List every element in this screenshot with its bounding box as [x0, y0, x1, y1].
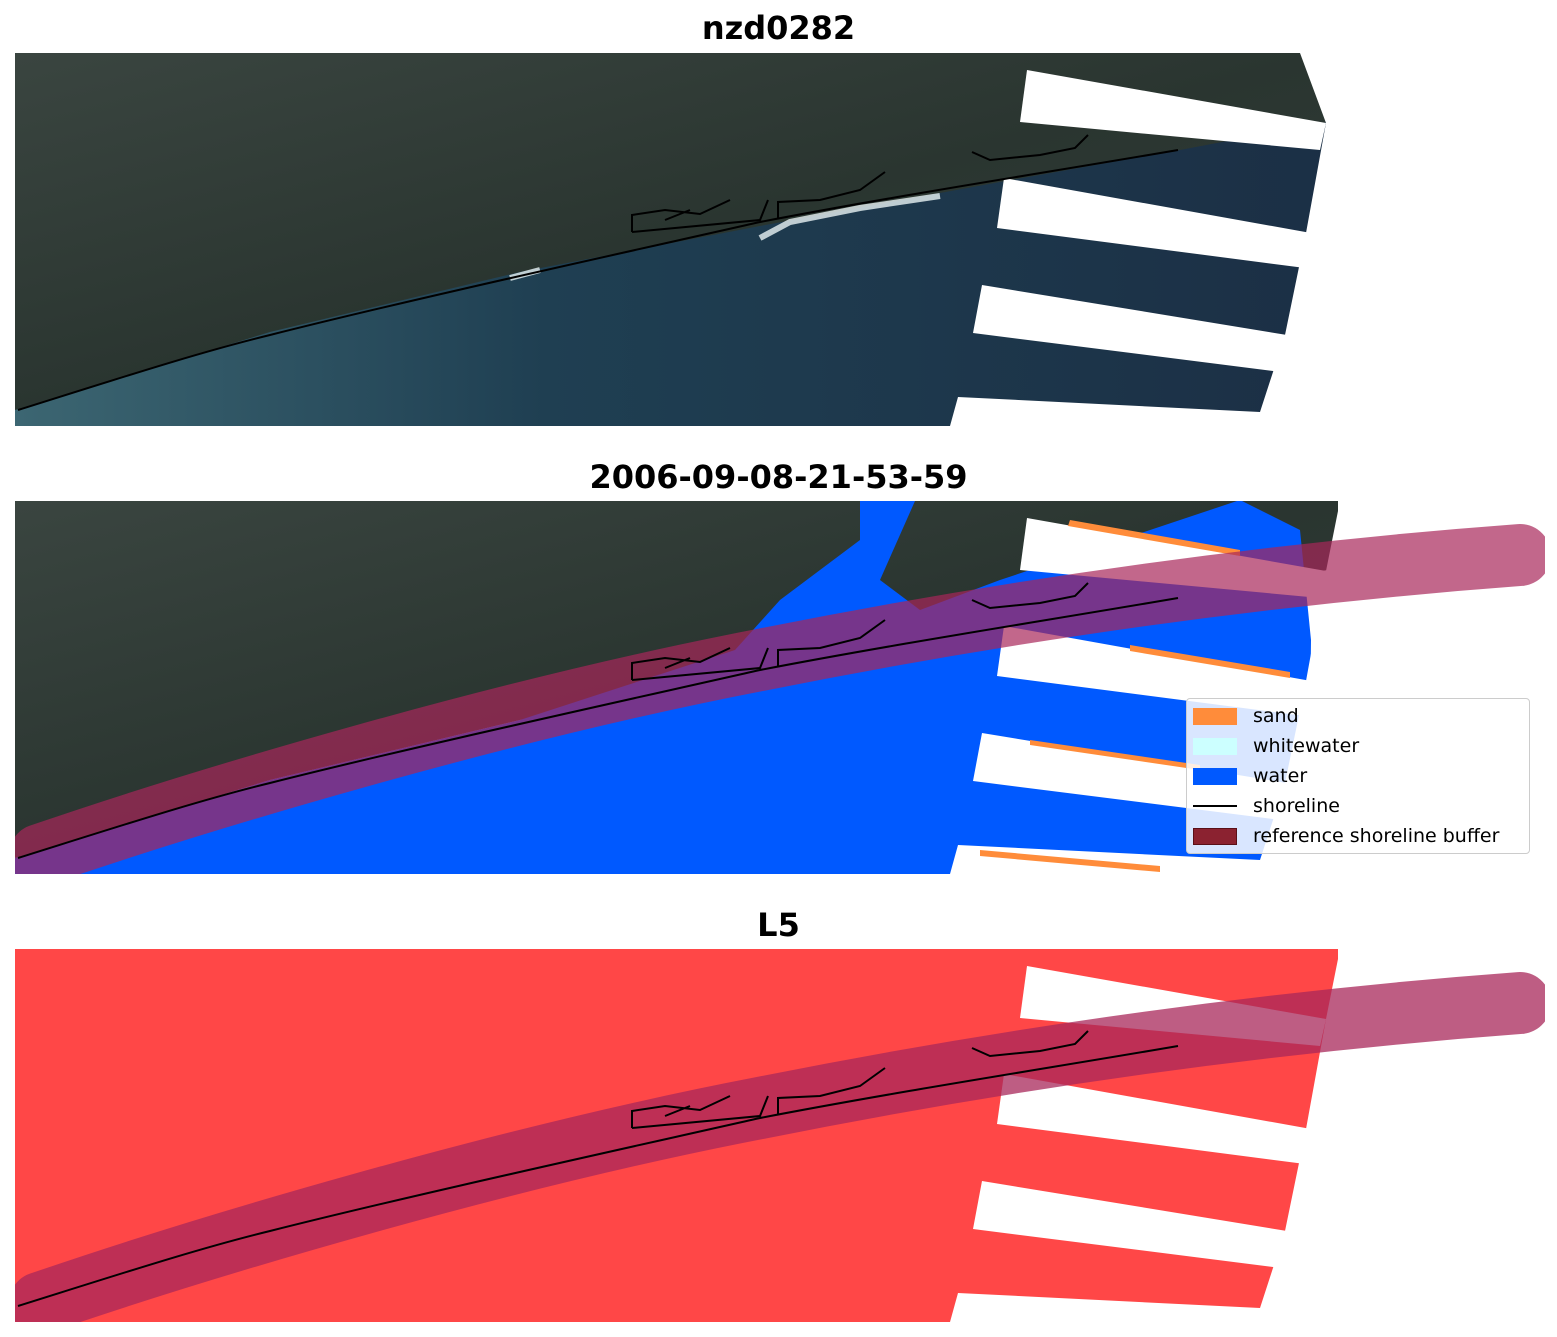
panel-title-mask: L5	[757, 906, 800, 944]
legend-item-whitewater: whitewater	[1193, 733, 1359, 759]
legend-swatch-water	[1193, 767, 1237, 785]
legend-item-sand: sand	[1193, 703, 1299, 729]
shoreline-rgb	[17, 134, 1179, 411]
legend-label: water	[1253, 765, 1308, 787]
legend-item-water: water	[1193, 763, 1307, 789]
legend-label: sand	[1253, 705, 1299, 727]
shoreline-mask	[17, 1030, 1179, 1307]
legend-label: whitewater	[1253, 735, 1360, 757]
legend-label: reference shoreline buffer	[1253, 825, 1500, 847]
rgb-image-panel	[15, 53, 1340, 426]
legend-label: shoreline	[1253, 795, 1340, 817]
no-data-stripes	[950, 53, 1340, 426]
legend-item-shoreline: shoreline	[1193, 793, 1340, 819]
legend: sand whitewater water shoreline referenc…	[1186, 698, 1530, 854]
legend-swatch-buffer	[1193, 827, 1237, 845]
mask-panel	[15, 949, 1545, 1322]
shoreline-classified	[17, 582, 1179, 859]
legend-swatch-shoreline	[1193, 805, 1237, 807]
panel-title-rgb: nzd0282	[701, 9, 856, 47]
legend-swatch-sand	[1193, 707, 1237, 725]
legend-item-buffer: reference shoreline buffer	[1193, 823, 1499, 849]
land-area	[15, 53, 1338, 410]
legend-swatch-whitewater	[1193, 737, 1237, 755]
panel-title-classified: 2006-09-08-21-53-59	[589, 458, 968, 496]
sand-class	[980, 520, 1290, 872]
